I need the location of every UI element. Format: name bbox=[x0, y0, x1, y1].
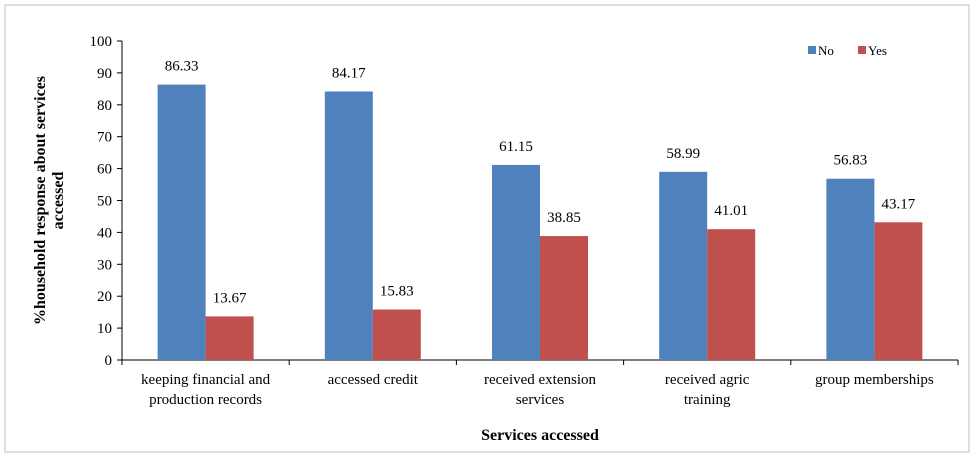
y-tick-label: 40 bbox=[97, 225, 112, 241]
legend-label: Yes bbox=[868, 43, 887, 58]
bar bbox=[492, 164, 540, 360]
y-tick-label: 20 bbox=[97, 289, 112, 305]
y-tick-label: 100 bbox=[90, 34, 113, 50]
data-label: 56.83 bbox=[834, 153, 868, 169]
data-label: 13.67 bbox=[213, 290, 247, 306]
data-label: 38.85 bbox=[547, 210, 581, 226]
bar bbox=[540, 236, 588, 360]
y-tick-label: 70 bbox=[97, 130, 112, 146]
x-tick-label: accessed credit bbox=[328, 372, 419, 388]
legend-label: No bbox=[818, 43, 834, 58]
y-tick-label: 90 bbox=[97, 66, 112, 82]
y-axis-title: %household response about servicesaccess… bbox=[32, 76, 67, 325]
data-label: 58.99 bbox=[666, 146, 700, 162]
data-label: 43.17 bbox=[882, 196, 916, 212]
y-tick-label: 80 bbox=[97, 98, 112, 114]
bar bbox=[324, 91, 373, 360]
x-tick-label: received agric training bbox=[665, 372, 750, 408]
bar bbox=[372, 309, 421, 360]
x-tick-label: received extension services bbox=[484, 372, 597, 408]
chart-border bbox=[4, 4, 970, 453]
x-tick-label: group memberships bbox=[815, 372, 934, 388]
legend-swatch bbox=[858, 46, 866, 54]
bar bbox=[157, 84, 206, 360]
y-tick-label: 10 bbox=[97, 321, 112, 337]
y-tick-label: 50 bbox=[97, 194, 112, 210]
x-axis-title: Services accessed bbox=[481, 427, 599, 444]
bar bbox=[826, 178, 875, 360]
bar bbox=[707, 229, 756, 360]
y-tick-label: 30 bbox=[97, 257, 112, 273]
data-label: 15.83 bbox=[380, 284, 414, 300]
data-label: 61.15 bbox=[499, 139, 533, 155]
bar bbox=[205, 316, 254, 360]
bar bbox=[874, 222, 923, 360]
data-label: 41.01 bbox=[714, 203, 748, 219]
data-label: 86.33 bbox=[165, 59, 199, 75]
legend-swatch bbox=[808, 46, 816, 54]
y-tick-label: 60 bbox=[97, 162, 112, 178]
data-label: 84.17 bbox=[332, 65, 366, 81]
bar bbox=[659, 171, 708, 360]
x-tick-label: keeping financial and production records bbox=[141, 372, 271, 408]
y-tick-label: 0 bbox=[105, 353, 113, 369]
